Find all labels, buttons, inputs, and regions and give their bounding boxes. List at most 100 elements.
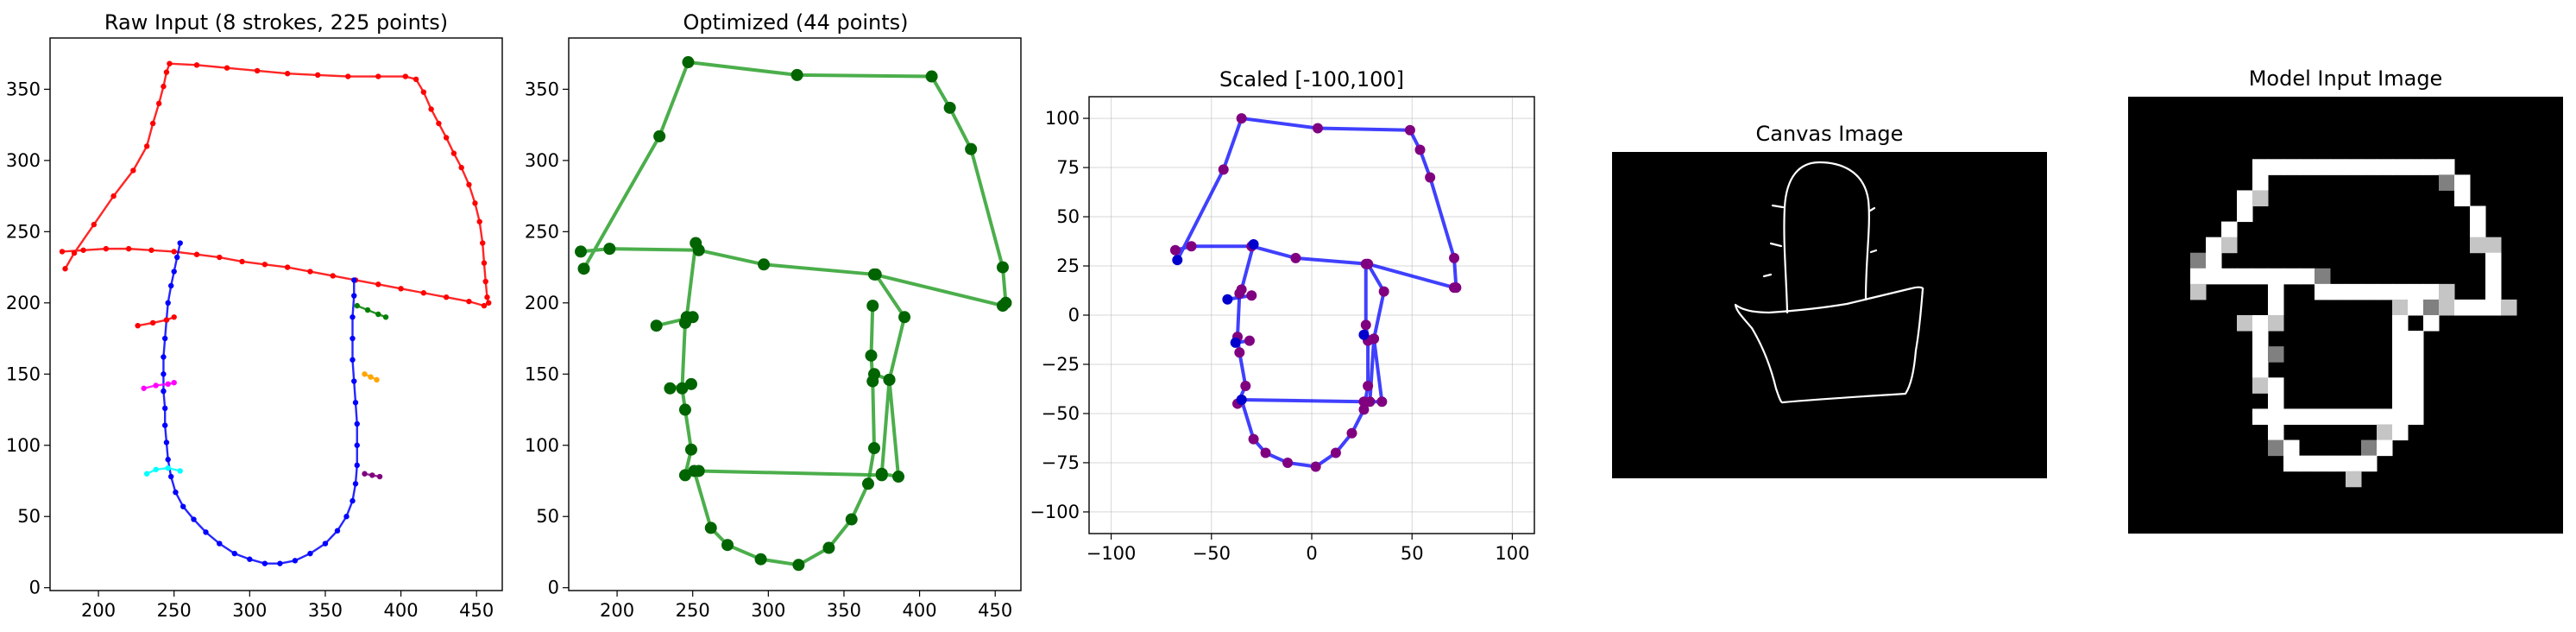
stroke-point xyxy=(482,278,488,285)
y-tick-label: 50 xyxy=(1056,206,1080,227)
stroke-point xyxy=(231,550,238,557)
pixel xyxy=(2501,299,2517,316)
stroke-point xyxy=(217,254,223,261)
stroke-point xyxy=(443,135,450,141)
pixel xyxy=(2315,455,2331,472)
stroke-point xyxy=(161,83,167,90)
y-tick-label: 250 xyxy=(6,221,41,242)
pixel xyxy=(2237,190,2253,206)
pixel xyxy=(2408,346,2424,363)
stroke-point xyxy=(354,302,360,309)
pixel xyxy=(2470,221,2486,238)
stroke-point xyxy=(161,422,168,428)
scaled-point xyxy=(1414,144,1426,155)
stroke-point xyxy=(376,473,383,480)
stroke-point xyxy=(168,473,174,480)
y-tick-label: 50 xyxy=(17,506,41,527)
panel-4-title: Canvas Image xyxy=(1756,122,1904,146)
stroke-point xyxy=(307,269,313,275)
stroke-point xyxy=(413,76,419,83)
scaled-point xyxy=(1425,172,1436,183)
pixel xyxy=(2423,299,2440,316)
stroke-point xyxy=(351,293,357,299)
pixel xyxy=(2237,315,2253,332)
pixel xyxy=(2190,283,2207,300)
optimized-point xyxy=(861,477,874,490)
stroke-point xyxy=(153,382,159,389)
stroke-point xyxy=(135,322,141,329)
pixel xyxy=(2392,424,2409,441)
stroke-point xyxy=(314,72,321,79)
pixel xyxy=(2470,299,2486,316)
stroke-7-line xyxy=(146,466,180,475)
pixel xyxy=(2330,408,2346,425)
y-tick-label: −50 xyxy=(1042,403,1080,424)
stroke-point xyxy=(481,302,488,309)
stroke-point xyxy=(177,240,183,246)
panel-1-title: Raw Input (8 strokes, 225 points) xyxy=(104,10,448,35)
optimized-stroke-3 xyxy=(698,469,882,477)
stroke-point xyxy=(171,269,177,275)
pixel xyxy=(2408,331,2424,347)
pixel xyxy=(2252,408,2269,425)
stroke-point xyxy=(322,540,329,547)
stroke-point xyxy=(110,193,117,199)
y-tick-label: 50 xyxy=(536,506,559,527)
pixel xyxy=(2206,268,2222,285)
stroke-point xyxy=(163,439,170,446)
pixel xyxy=(2315,159,2331,175)
pixel xyxy=(2252,362,2269,378)
optimized-point xyxy=(577,262,590,275)
pixel xyxy=(2392,393,2409,409)
stroke-point xyxy=(163,317,170,323)
optimized-point xyxy=(575,245,588,258)
x-tick-label: 400 xyxy=(903,600,937,621)
panel-2-title: Optimized (44 points) xyxy=(683,10,908,35)
pixel xyxy=(2439,299,2455,316)
stroke-point xyxy=(261,262,268,268)
pixel xyxy=(2315,283,2331,300)
stroke-point xyxy=(171,249,177,255)
pixel xyxy=(2268,268,2284,285)
optimized-point xyxy=(866,300,879,313)
stroke-point xyxy=(161,371,167,377)
pixel xyxy=(2221,221,2238,238)
stroke-point xyxy=(91,221,98,228)
y-tick-label: 300 xyxy=(525,150,559,171)
stroke-point xyxy=(369,472,375,478)
stroke-point xyxy=(143,143,150,149)
scaled-point xyxy=(1360,319,1371,331)
stroke-point xyxy=(155,100,162,107)
stroke-point xyxy=(352,400,359,406)
pixel xyxy=(2252,190,2269,206)
y-tick-label: 100 xyxy=(525,435,559,456)
pixel xyxy=(2346,283,2362,300)
stroke-point xyxy=(62,266,68,272)
optimized-point xyxy=(925,70,938,83)
stroke-point xyxy=(458,164,464,171)
pixel xyxy=(2268,299,2284,316)
scaled-point xyxy=(1282,457,1294,468)
optimized-point xyxy=(943,101,956,114)
optimized-point xyxy=(653,130,666,142)
stroke-point xyxy=(368,374,374,380)
scaled-point xyxy=(1186,241,1197,252)
stroke-point xyxy=(284,71,291,77)
y-tick-label: 150 xyxy=(525,363,559,384)
pixel xyxy=(2392,331,2409,347)
stroke-point xyxy=(398,286,404,292)
canvas-image xyxy=(1612,152,2047,478)
optimized-point xyxy=(684,377,697,390)
stroke-point xyxy=(484,294,490,300)
x-tick-label: 100 xyxy=(1495,543,1529,564)
optimized-point xyxy=(965,142,978,155)
optimized-point xyxy=(822,541,835,554)
stroke-point xyxy=(354,442,360,448)
optimized-point xyxy=(684,443,697,456)
stroke-point xyxy=(171,379,177,386)
stroke-point xyxy=(165,457,171,463)
scaled-point xyxy=(1330,447,1341,458)
stroke-point xyxy=(254,67,261,74)
pixel xyxy=(2206,252,2222,269)
